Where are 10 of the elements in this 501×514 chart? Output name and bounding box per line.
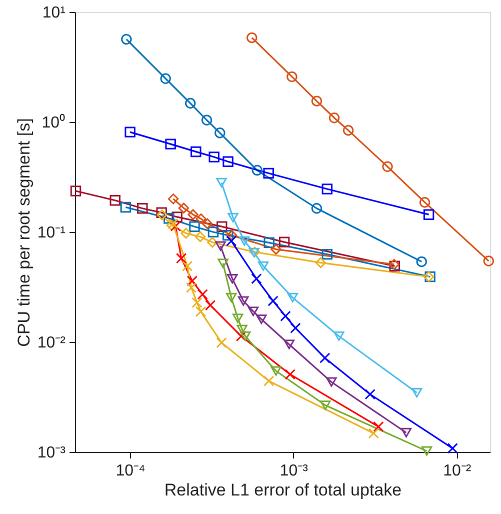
y-tick-label: 10⁻³ — [37, 444, 66, 462]
y-tick-label: 10¹ — [42, 4, 66, 22]
y-tick-label: 10⁻² — [37, 334, 66, 352]
x-tick-label: 10⁻⁴ — [116, 462, 146, 480]
x-axis-title: Relative L1 error of total uptake — [164, 480, 402, 500]
y-axis-title: CPU time per root segment [s] — [14, 118, 34, 347]
x-tick-label: 10⁻³ — [280, 462, 309, 480]
y-tick-label: 10⁰ — [42, 114, 66, 132]
x-tick-label: 10⁻² — [443, 462, 472, 480]
y-tick-label: 10⁻¹ — [37, 224, 66, 242]
